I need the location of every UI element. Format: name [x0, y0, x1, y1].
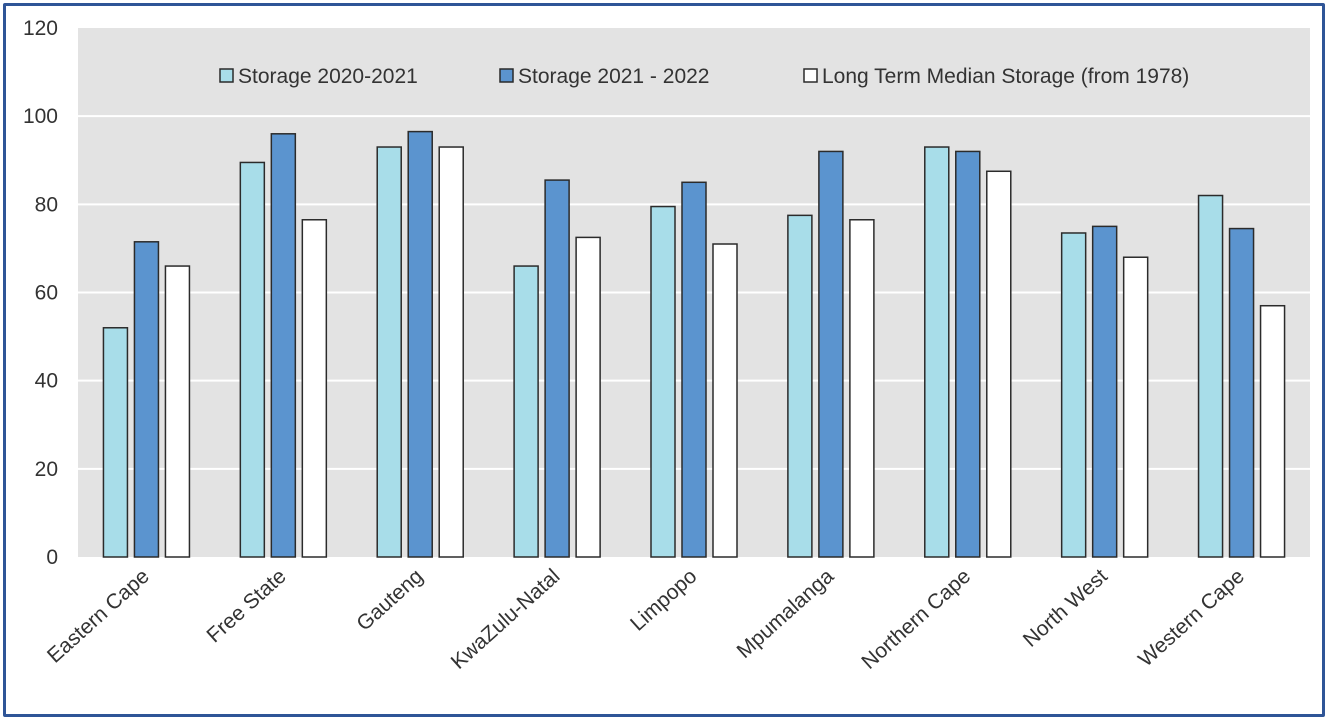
x-category-label: North West — [1019, 565, 1112, 652]
y-tick-label: 40 — [35, 370, 58, 393]
bar — [924, 146, 950, 558]
x-category-label: Western Cape — [1134, 565, 1249, 672]
legend-label: Storage 2021 - 2022 — [518, 65, 709, 88]
x-category-label: Northern Cape — [857, 565, 975, 674]
x-axis-labels: Eastern Cape Free State Gauteng KwaZulu-Nat… — [43, 564, 1249, 673]
legend-swatch — [499, 68, 514, 83]
x-category-label: Mpumalanga — [733, 564, 839, 663]
bar — [681, 181, 707, 558]
bar — [239, 161, 266, 558]
bar — [1197, 194, 1224, 558]
legend-label: Storage 2020-2021 — [238, 65, 418, 88]
bar — [301, 219, 328, 558]
bar — [164, 265, 191, 558]
x-category-label: Gauteng — [352, 565, 427, 636]
y-axis-ticks: 0 20 40 60 80 100 120 — [23, 17, 58, 569]
bar — [102, 327, 129, 558]
y-tick-label: 20 — [35, 458, 58, 481]
y-tick-label: 0 — [46, 546, 58, 569]
legend-swatch — [219, 68, 234, 83]
y-tick-label: 100 — [23, 105, 58, 128]
bars — [102, 130, 1286, 558]
bar — [1060, 232, 1087, 558]
bar — [133, 241, 160, 558]
bar — [513, 265, 539, 558]
bar — [712, 243, 738, 558]
y-tick-label: 60 — [35, 282, 58, 305]
bar — [1259, 304, 1286, 558]
x-category-label: Limpopo — [626, 565, 701, 636]
bar — [955, 150, 981, 558]
bar — [1122, 256, 1149, 558]
bar — [986, 170, 1012, 558]
legend-swatch — [803, 68, 818, 83]
bar — [1091, 225, 1118, 558]
bar — [438, 146, 464, 558]
bar — [818, 150, 844, 558]
y-tick-label: 80 — [35, 193, 58, 216]
legend-label: Long Term Median Storage (from 1978) — [822, 65, 1189, 88]
y-tick-label: 120 — [23, 17, 58, 40]
bar — [650, 205, 676, 558]
bar — [1228, 227, 1255, 558]
bar — [376, 146, 402, 558]
bar — [849, 219, 875, 558]
bar — [270, 133, 297, 558]
bar — [787, 214, 813, 558]
x-category-label: KwaZulu-Natal — [447, 565, 565, 674]
x-category-label: Free State — [202, 565, 290, 648]
x-category-label: Eastern Cape — [43, 565, 154, 668]
legend: Storage 2020-2021 Storage 2021 - 2022 Long… — [219, 65, 1189, 88]
bar — [575, 236, 601, 558]
bar — [407, 130, 433, 558]
bar — [544, 179, 570, 558]
